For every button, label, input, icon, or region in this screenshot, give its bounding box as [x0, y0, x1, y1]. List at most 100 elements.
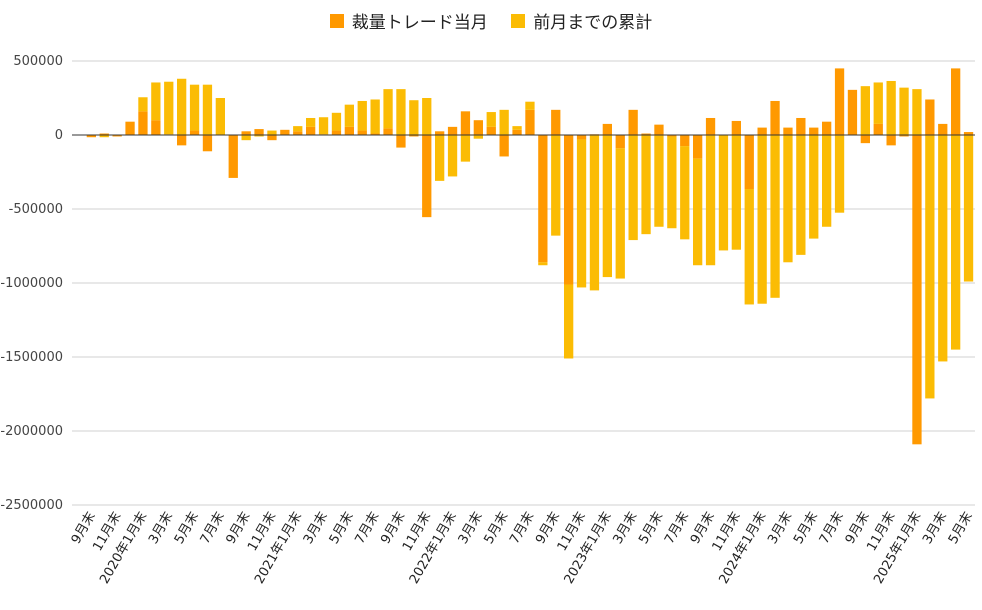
x-tick-label: 5月末	[946, 510, 976, 547]
bar-cumulative	[951, 135, 961, 350]
x-tick-label: 7月末	[662, 510, 692, 547]
bar-cumulative	[667, 136, 677, 229]
bar-cumulative	[99, 135, 109, 138]
bar-current-month	[344, 126, 354, 135]
bar-cumulative	[860, 86, 870, 135]
bar-cumulative	[718, 135, 729, 251]
bar-current-month	[370, 133, 380, 135]
bar-current-month	[783, 127, 793, 135]
x-tick-label: 3月末	[610, 510, 640, 547]
bar-cumulative	[576, 139, 587, 288]
legend-label-current-month: 裁量トレード当月	[351, 13, 488, 33]
bar-current-month	[447, 126, 458, 135]
bar-cumulative	[473, 135, 483, 139]
bar-current-month	[886, 135, 896, 146]
legend-swatch-cumulative	[511, 13, 526, 28]
bar-current-month	[202, 135, 213, 152]
bar-cumulative	[705, 135, 716, 266]
bar-current-month	[280, 129, 290, 135]
bar-current-month	[486, 126, 496, 135]
x-tick-label: 3月末	[301, 510, 331, 547]
bar-cumulative	[499, 109, 509, 135]
bar-cumulative	[680, 146, 690, 240]
x-tick-label: 7月末	[352, 510, 382, 547]
bar-current-month	[796, 117, 806, 135]
bar-current-month	[641, 133, 651, 135]
bar-current-month	[744, 135, 754, 190]
bar-current-month	[925, 99, 935, 135]
bar-cumulative	[370, 99, 380, 134]
bar-cumulative	[796, 135, 806, 255]
bar-cumulative	[331, 112, 342, 131]
x-tick-label: 3月末	[456, 509, 486, 546]
x-tick-label: 3月末	[146, 510, 176, 547]
legend-label-cumulative: 前月までの累計	[533, 13, 653, 33]
bar-cumulative	[744, 189, 754, 305]
bar-cumulative	[164, 81, 174, 135]
x-tick-label: 5月末	[791, 510, 821, 547]
bar-current-month	[228, 135, 238, 178]
bar-cumulative	[938, 135, 948, 362]
x-tick-label: 5月末	[327, 510, 357, 547]
bar-cumulative	[447, 135, 458, 177]
bar-cumulative	[886, 80, 896, 135]
x-tick-label: 7月末	[198, 510, 228, 547]
bar-cumulative	[693, 158, 703, 266]
legend-swatch-current-month	[329, 13, 344, 28]
bar-current-month	[396, 135, 406, 148]
bar-cumulative	[899, 87, 909, 135]
bar-current-month	[757, 127, 767, 135]
y-tick-label: -2000000	[0, 424, 63, 439]
bar-cumulative	[409, 100, 419, 135]
bar-current-month	[306, 126, 316, 135]
bar-cumulative	[757, 135, 767, 304]
bar-cumulative	[963, 135, 974, 282]
y-tick-label: -500000	[9, 202, 63, 217]
bar-current-month	[473, 120, 483, 135]
bar-current-month	[267, 135, 277, 141]
bar-cumulative	[306, 117, 316, 127]
x-tick-label: 7月末	[817, 510, 847, 547]
bar-cumulative	[215, 98, 225, 135]
bar-current-month	[241, 131, 251, 135]
bar-current-month	[151, 120, 161, 135]
bar-current-month	[693, 135, 703, 159]
bar-cumulative	[809, 135, 819, 239]
bar-cumulative	[912, 89, 922, 135]
bar-current-month	[293, 131, 303, 135]
bar-cumulative	[654, 135, 664, 227]
bar-cumulative	[628, 135, 638, 241]
bar-current-month	[512, 129, 522, 135]
bar-cumulative	[422, 98, 432, 135]
bar-current-month	[409, 135, 419, 137]
bar-cumulative	[512, 126, 522, 130]
bar-current-month	[834, 68, 845, 135]
bar-current-month	[951, 68, 961, 135]
bar-current-month	[99, 133, 109, 135]
bar-cumulative	[551, 135, 561, 236]
bar-cumulative	[834, 135, 845, 213]
bar-cumulative	[189, 84, 200, 131]
bar-current-month	[938, 123, 948, 135]
bar-current-month	[680, 135, 690, 147]
bar-cumulative	[731, 135, 741, 250]
bar-cumulative	[383, 89, 393, 129]
bar-cumulative	[538, 262, 548, 266]
x-tick-label: 7月末	[507, 510, 537, 547]
x-tick-label: 5月末	[481, 510, 511, 547]
bar-cumulative	[564, 284, 574, 359]
bar-cumulative	[525, 101, 535, 110]
bar-cumulative	[151, 82, 161, 121]
bar-current-month	[628, 109, 638, 135]
bar-current-month	[422, 135, 432, 218]
bar-cumulative	[602, 135, 612, 278]
bar-current-month	[615, 135, 625, 149]
bar-current-month	[654, 124, 664, 135]
bar-current-month	[667, 135, 677, 137]
y-tick-label: -1500000	[0, 350, 63, 365]
bar-cumulative	[318, 117, 329, 135]
bar-current-month	[873, 123, 883, 135]
bar-current-month	[177, 135, 187, 146]
bar-cumulative	[486, 112, 496, 127]
